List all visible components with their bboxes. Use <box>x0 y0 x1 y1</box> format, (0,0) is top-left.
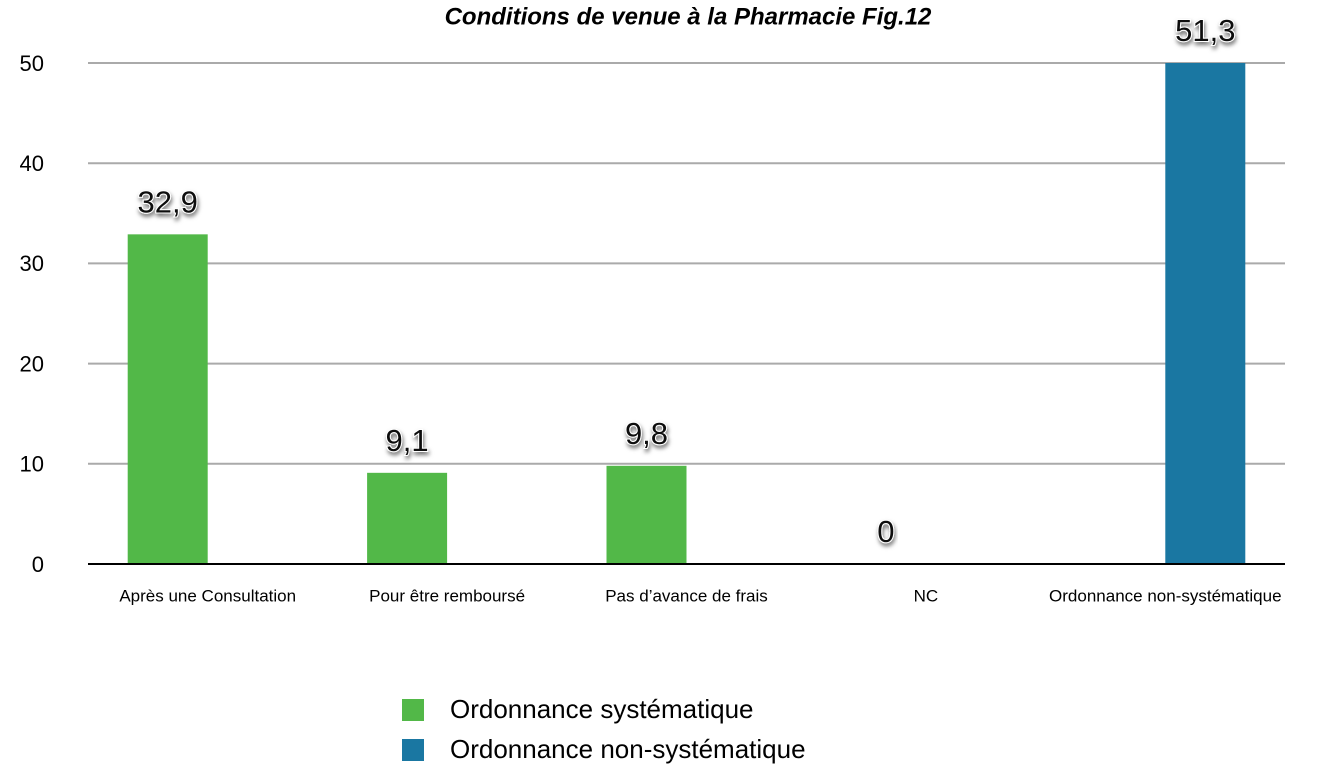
x-tick-label: Pour être remboursé <box>369 586 525 605</box>
data-label: 9,1 <box>386 423 429 458</box>
x-tick-label: NC <box>914 586 939 605</box>
y-tick-label: 40 <box>20 151 44 176</box>
legend-label: Ordonnance non-systématique <box>450 734 806 764</box>
y-tick-label: 30 <box>20 251 44 276</box>
y-tick-label: 10 <box>20 452 44 477</box>
chart-title: Conditions de venue à la Pharmacie Fig.1… <box>445 3 932 30</box>
legend-swatch <box>402 739 424 761</box>
y-tick-label: 50 <box>20 51 44 76</box>
y-tick-label: 20 <box>20 351 44 376</box>
bar <box>367 472 448 564</box>
x-tick-label: Après une Consultation <box>119 586 296 605</box>
x-tick-label: Ordonnance non-systématique <box>1049 586 1281 605</box>
data-label: 51,3 <box>1175 13 1235 48</box>
data-label: 32,9 <box>138 185 198 220</box>
x-tick-label: Pas d’avance de frais <box>605 586 768 605</box>
legend-label: Ordonnance systématique <box>450 694 754 724</box>
bar <box>127 234 208 565</box>
bar <box>1165 63 1246 564</box>
bar <box>606 465 687 564</box>
data-label: 0 <box>877 514 894 549</box>
y-tick-label: 0 <box>32 552 44 577</box>
legend-swatch <box>402 699 424 721</box>
data-label: 9,8 <box>625 416 668 451</box>
bars <box>127 63 1246 565</box>
